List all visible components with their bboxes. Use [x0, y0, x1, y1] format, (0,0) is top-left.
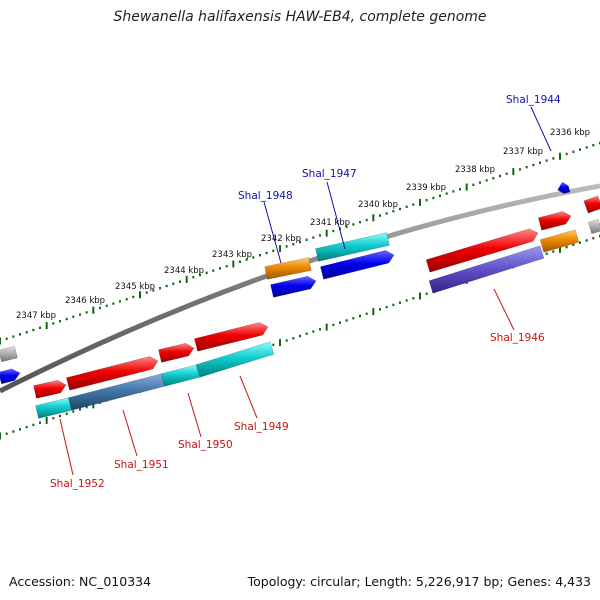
cds-feature-shal-1947: [320, 250, 395, 280]
cds-feature-edge-right: [583, 195, 600, 214]
label-leaders: [59, 106, 552, 476]
gene-feature-shal-1945: [539, 229, 580, 253]
gene-label-shal-1947: Shal_1947: [302, 168, 357, 180]
scale-label-2338: 2338 kbp: [455, 165, 495, 175]
scale-label-2344: 2344 kbp: [164, 266, 204, 276]
leader-shal-1951: [122, 409, 138, 457]
gene-label-shal-1946: Shal_1946: [490, 332, 545, 344]
leader-shal-1944: [530, 106, 552, 152]
scale-labels: 2347 kbp 2346 kbp 2345 kbp 2344 kbp 2343…: [16, 128, 590, 321]
gene-label-shal-1952: Shal_1952: [50, 478, 105, 490]
genome-summary-text: Topology: circular; Length: 5,226,917 bp…: [247, 574, 591, 589]
cds-feature-shal-1945: [538, 211, 572, 231]
gene-feature-shal-1946: [428, 245, 545, 294]
gene-feature-shal-1950: [161, 364, 200, 387]
cds-feature-edge-left: [0, 368, 21, 385]
cds-feature-shal-1949: [194, 322, 269, 352]
feature-edge-left: [0, 345, 18, 363]
gene-labels-bottom: Shal_1952 Shal_1951 Shal_1950 Shal_1949 …: [50, 332, 545, 490]
cds-feature-shal-1951: [66, 356, 159, 391]
leader-shal-1952: [59, 418, 74, 476]
cds-feature-shal-1946: [425, 228, 539, 273]
gene-label-shal-1951: Shal_1951: [114, 459, 169, 471]
gene-label-shal-1948: Shal_1948: [238, 190, 293, 202]
cds-feature-shal-1952: [33, 379, 67, 399]
gene-label-shal-1949: Shal_1949: [234, 421, 289, 433]
leader-shal-1949: [239, 375, 258, 419]
gene-feature-shal-1951: [68, 373, 165, 411]
cds-feature-shal-1948: [270, 275, 317, 298]
scale-label-2342: 2342 kbp: [261, 234, 301, 244]
gene-labels-top: Shal_1948 Shal_1947 Shal_1944: [238, 94, 561, 202]
scale-label-2336: 2336 kbp: [550, 128, 590, 138]
leader-shal-1950: [187, 392, 202, 438]
leader-shal-1947: [326, 181, 346, 250]
gene-label-shal-1950: Shal_1950: [178, 439, 233, 451]
scale-label-2341: 2341 kbp: [310, 218, 350, 228]
scale-label-2346: 2346 kbp: [65, 296, 105, 306]
gene-feature-shal-1949: [195, 341, 275, 378]
scale-label-2345: 2345 kbp: [115, 282, 155, 292]
scale-label-2339: 2339 kbp: [406, 183, 446, 193]
scale-label-2337: 2337 kbp: [503, 147, 543, 157]
leader-shal-1946: [493, 288, 515, 331]
cds-feature-shal-1944: [557, 181, 571, 194]
map-title: Shewanella halifaxensis HAW-EB4, complet…: [113, 9, 487, 25]
gene-feature-edge-right: [587, 218, 600, 235]
scale-label-2343: 2343 kbp: [212, 250, 252, 260]
gene-feature-shal-1952: [35, 397, 72, 419]
gene-feature-shal-1947: [315, 232, 390, 262]
accession-text: Accession: NC_010334: [9, 574, 152, 589]
gene-label-shal-1944: Shal_1944: [506, 94, 561, 106]
feature-lanes: [0, 181, 600, 419]
outer-scale-track: [0, 141, 600, 345]
cds-feature-shal-1950: [158, 342, 195, 363]
gene-feature-shal-1948: [264, 257, 312, 280]
scale-label-2347: 2347 kbp: [16, 311, 56, 321]
leader-shal-1948: [263, 201, 282, 264]
scale-label-2340: 2340 kbp: [358, 200, 398, 210]
